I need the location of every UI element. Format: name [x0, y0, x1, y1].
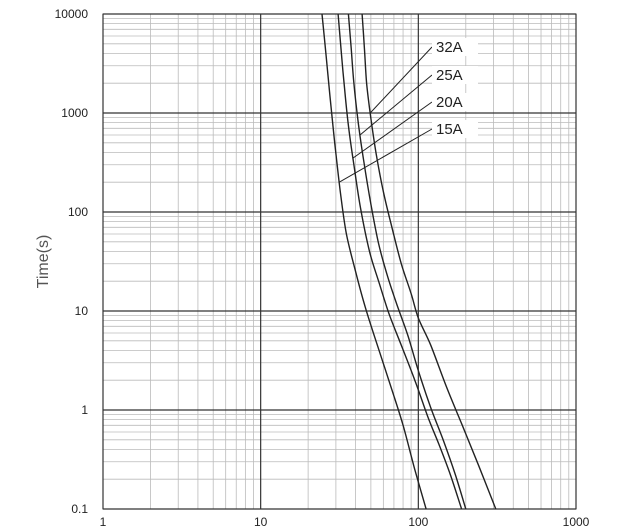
- x-tick-label: 1000: [563, 515, 590, 529]
- leader-line-15a: [338, 128, 433, 183]
- series-label-bg: [432, 120, 478, 138]
- grid-lines: [102, 13, 577, 510]
- leader-line-32a: [369, 46, 433, 114]
- series-leader-lines: [338, 46, 433, 183]
- series-label-bg: [432, 93, 478, 111]
- x-tick-label: 100: [408, 515, 428, 529]
- y-tick-label: 10: [75, 304, 89, 318]
- series-label-bg: [432, 66, 478, 84]
- x-tick-label: 1: [100, 515, 107, 529]
- x-tick-label: 10: [254, 515, 268, 529]
- series-label-32a: 32A: [436, 39, 463, 56]
- series-curves: [321, 13, 497, 510]
- y-tick-label: 10000: [55, 7, 89, 21]
- curve-15a: [321, 13, 427, 510]
- series-label-20a: 20A: [436, 94, 463, 111]
- y-tick-label: 100: [68, 205, 88, 219]
- y-tick-label: 1000: [61, 106, 88, 120]
- y-axis-ticks: 0.1 1 10 100 1000 10000: [55, 7, 89, 516]
- series-label-15a: 15A: [436, 121, 463, 138]
- leader-line-20a: [352, 101, 433, 159]
- series-label-bg: [432, 38, 478, 56]
- x-axis-ticks: 1 10 100 1000: [100, 515, 590, 529]
- series-label-25a: 25A: [436, 67, 463, 84]
- curve-20a: [337, 13, 463, 510]
- y-axis-label: Time(s): [35, 235, 52, 289]
- plot-frame: [102, 13, 577, 510]
- curve-32a: [361, 13, 497, 510]
- curve-25a: [347, 13, 467, 510]
- leader-line-25a: [359, 74, 433, 136]
- y-tick-label: 0.1: [71, 502, 88, 516]
- y-tick-label: 1: [81, 403, 88, 417]
- series-labels: 32A 25A 20A 15A: [432, 38, 478, 138]
